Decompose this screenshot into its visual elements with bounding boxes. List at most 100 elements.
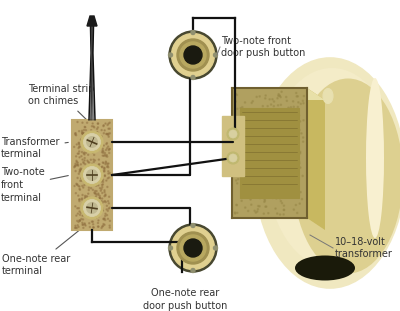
Circle shape — [293, 114, 294, 115]
Circle shape — [295, 154, 296, 155]
Circle shape — [83, 227, 84, 228]
Circle shape — [280, 186, 281, 188]
Circle shape — [80, 171, 81, 172]
Circle shape — [98, 140, 99, 141]
Circle shape — [264, 137, 265, 138]
Circle shape — [108, 123, 109, 124]
Circle shape — [244, 126, 246, 127]
Circle shape — [255, 169, 256, 170]
Circle shape — [273, 139, 274, 140]
Text: 10–18-volt
transformer: 10–18-volt transformer — [335, 237, 393, 259]
Circle shape — [236, 164, 237, 165]
Ellipse shape — [267, 68, 397, 268]
Circle shape — [248, 161, 249, 163]
Circle shape — [88, 189, 89, 191]
Circle shape — [85, 127, 86, 128]
Circle shape — [241, 194, 242, 195]
Circle shape — [76, 227, 77, 229]
Circle shape — [81, 180, 82, 181]
Circle shape — [260, 166, 261, 168]
Circle shape — [98, 211, 99, 212]
Circle shape — [274, 101, 275, 102]
Circle shape — [82, 133, 84, 134]
Circle shape — [264, 152, 265, 153]
Circle shape — [95, 193, 96, 194]
Circle shape — [109, 227, 110, 228]
Circle shape — [260, 117, 262, 118]
Circle shape — [78, 195, 79, 196]
Circle shape — [85, 172, 86, 173]
Circle shape — [191, 76, 195, 80]
Circle shape — [262, 105, 263, 107]
Circle shape — [235, 136, 236, 137]
Circle shape — [284, 179, 285, 180]
Circle shape — [236, 204, 237, 206]
Circle shape — [268, 213, 269, 214]
Circle shape — [246, 193, 248, 194]
Circle shape — [79, 171, 80, 172]
Circle shape — [296, 92, 297, 94]
Circle shape — [99, 178, 100, 179]
Circle shape — [286, 100, 288, 101]
Circle shape — [265, 95, 266, 96]
Circle shape — [79, 199, 80, 200]
Circle shape — [82, 219, 84, 220]
Circle shape — [80, 180, 81, 181]
Circle shape — [104, 130, 105, 131]
Circle shape — [265, 206, 266, 207]
Circle shape — [258, 181, 259, 182]
Circle shape — [74, 165, 76, 166]
Circle shape — [109, 122, 110, 123]
Circle shape — [302, 137, 304, 138]
Circle shape — [168, 53, 172, 57]
Circle shape — [80, 212, 81, 213]
Circle shape — [94, 190, 96, 192]
Circle shape — [214, 53, 218, 57]
Circle shape — [263, 213, 264, 214]
Circle shape — [92, 140, 94, 141]
Circle shape — [103, 218, 104, 219]
Circle shape — [282, 126, 284, 127]
Circle shape — [84, 154, 85, 155]
Circle shape — [98, 194, 99, 195]
Circle shape — [108, 146, 109, 147]
Circle shape — [95, 216, 96, 217]
Circle shape — [251, 191, 252, 192]
Circle shape — [303, 103, 304, 104]
Circle shape — [283, 214, 284, 215]
Circle shape — [90, 159, 91, 160]
Circle shape — [297, 116, 298, 117]
Circle shape — [255, 212, 256, 213]
Circle shape — [299, 163, 300, 164]
Circle shape — [235, 101, 236, 102]
Circle shape — [98, 123, 99, 124]
Circle shape — [89, 147, 90, 149]
Circle shape — [102, 179, 104, 180]
Circle shape — [245, 140, 246, 141]
Circle shape — [299, 203, 300, 204]
Circle shape — [87, 174, 88, 175]
Circle shape — [247, 112, 248, 113]
Circle shape — [272, 179, 273, 180]
Circle shape — [95, 216, 96, 217]
Circle shape — [272, 197, 273, 198]
Circle shape — [261, 121, 262, 123]
Circle shape — [82, 222, 83, 223]
Circle shape — [282, 145, 284, 146]
Circle shape — [84, 199, 100, 216]
Circle shape — [93, 227, 94, 228]
Circle shape — [102, 208, 103, 209]
Circle shape — [97, 123, 98, 124]
Circle shape — [96, 217, 97, 218]
Circle shape — [79, 146, 80, 147]
Circle shape — [107, 156, 108, 157]
Circle shape — [108, 167, 109, 168]
Circle shape — [99, 212, 100, 213]
Circle shape — [289, 121, 290, 122]
Circle shape — [99, 209, 100, 210]
Circle shape — [266, 126, 267, 127]
Bar — [72, 120, 112, 230]
Circle shape — [262, 150, 263, 151]
Circle shape — [84, 208, 85, 209]
Circle shape — [255, 169, 256, 170]
